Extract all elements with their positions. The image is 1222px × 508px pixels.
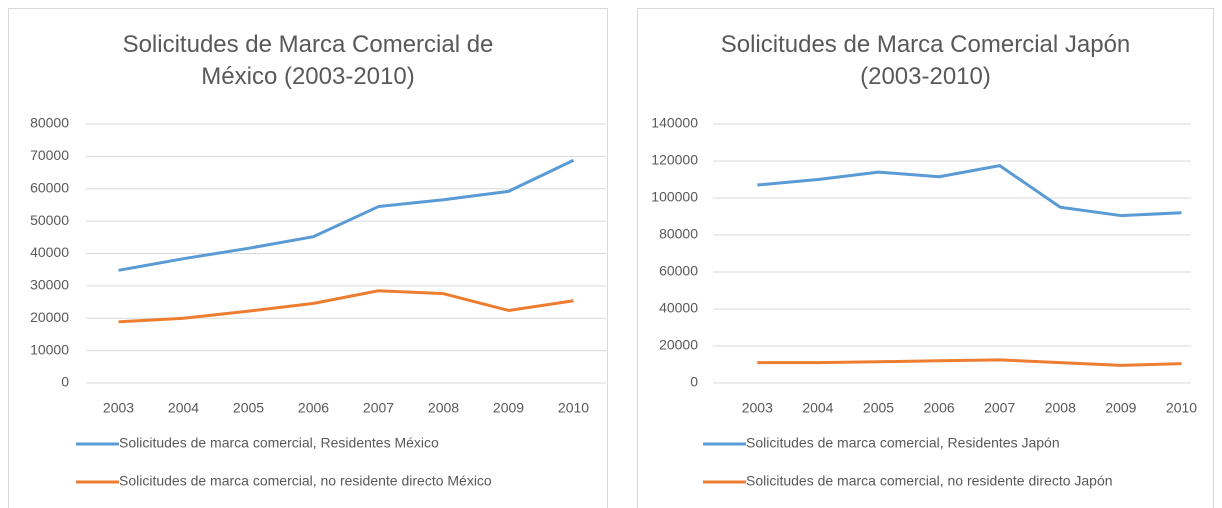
x-tick-label: 2008 — [428, 400, 459, 416]
y-tick-label: 0 — [61, 374, 69, 390]
x-tick-label: 2010 — [1166, 400, 1197, 416]
chart: 0 10000 20000 30000 40000 50000 60000 70000 8000… — [30, 115, 606, 489]
series-line — [757, 164, 1182, 218]
x-tick-label: 2004 — [802, 400, 833, 416]
legend-label: Solicitudes de marca comercial, no resid… — [119, 473, 492, 489]
chart-panel: Solicitudes de Marca Comercial de México… — [8, 8, 608, 508]
series-line — [118, 289, 574, 324]
x-tick-label: 2006 — [298, 400, 329, 416]
legend-label: Solicitudes de marca comercial, Resident… — [119, 435, 439, 451]
x-tick-label: 2007 — [984, 400, 1015, 416]
y-tick-label: 10000 — [30, 341, 69, 357]
x-tick-label: 2003 — [103, 400, 134, 416]
y-tick-label: 140000 — [651, 115, 698, 131]
y-tick-label: 80000 — [30, 115, 69, 131]
chart-title: Solicitudes de Marca Comercial de México… — [122, 31, 494, 90]
x-tick-label: 2010 — [558, 400, 589, 416]
series-line — [118, 158, 575, 272]
x-tick-label: 2003 — [742, 400, 773, 416]
y-tick-label: 60000 — [30, 179, 69, 195]
y-tick-label: 30000 — [30, 277, 69, 293]
series-line — [757, 358, 1182, 367]
y-tick-label: 0 — [690, 374, 698, 390]
chart: 0 20000 40000 60000 80000 100000 120000 140000 2… — [651, 115, 1197, 489]
x-tick-label: 2004 — [168, 400, 199, 416]
y-tick-label: 100000 — [651, 189, 698, 205]
y-tick-label: 20000 — [659, 337, 698, 353]
y-tick-label: 60000 — [659, 263, 698, 279]
y-tick-label: 40000 — [30, 244, 69, 260]
y-tick-label: 80000 — [659, 226, 698, 242]
y-tick-label: 40000 — [659, 300, 698, 316]
x-tick-label: 2006 — [924, 400, 955, 416]
x-tick-label: 2007 — [363, 400, 394, 416]
x-tick-label: 2005 — [863, 400, 894, 416]
y-tick-label: 50000 — [30, 212, 69, 228]
chart-panel: Solicitudes de Marca Comercial Japón (20… — [637, 8, 1214, 508]
y-tick-label: 120000 — [651, 152, 698, 168]
legend-label: Solicitudes de marca comercial, Resident… — [746, 435, 1060, 451]
y-tick-label: 20000 — [30, 309, 69, 325]
x-tick-label: 2005 — [233, 400, 264, 416]
chart-title: Solicitudes de Marca Comercial Japón (20… — [720, 31, 1131, 90]
y-tick-label: 70000 — [30, 147, 69, 163]
x-tick-label: 2009 — [493, 400, 524, 416]
legend-label: Solicitudes de marca comercial, no resid… — [746, 473, 1113, 489]
x-tick-label: 2009 — [1105, 400, 1136, 416]
x-tick-label: 2008 — [1045, 400, 1076, 416]
